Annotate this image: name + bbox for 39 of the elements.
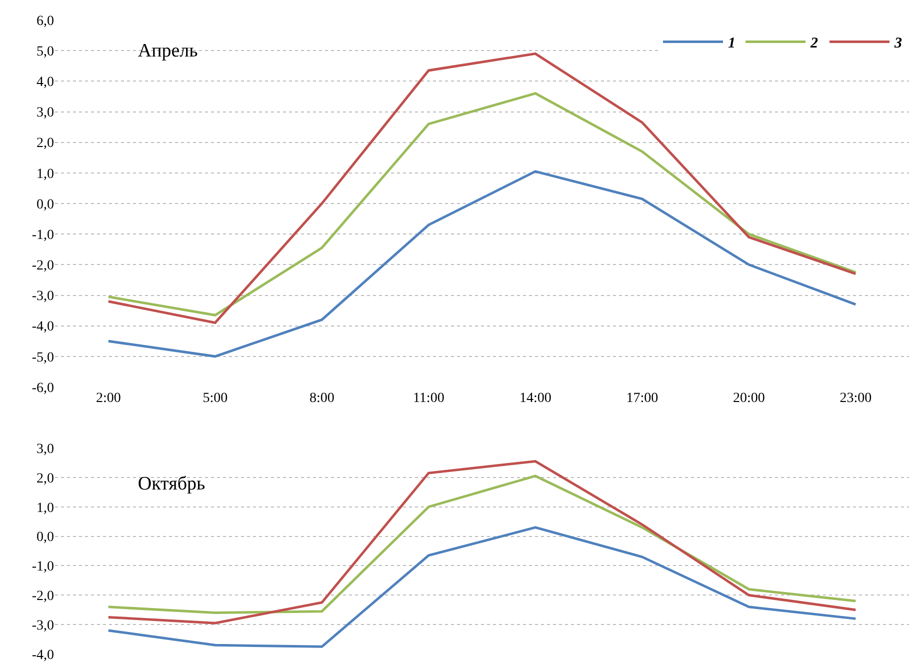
y-tick-label: 3,0 bbox=[36, 442, 54, 457]
y-tick-label: 1,0 bbox=[36, 500, 54, 516]
y-tick-label: -1,0 bbox=[32, 560, 54, 575]
y-tick-label: 2,0 bbox=[36, 471, 54, 486]
legend-label: 1 bbox=[728, 36, 736, 52]
x-tick-label: 17:00 bbox=[626, 391, 658, 406]
y-tick-label: 4,0 bbox=[36, 75, 54, 90]
text: Октябрь bbox=[138, 474, 206, 495]
y-tick-label: -4,0 bbox=[32, 648, 54, 663]
y-tick-label: -1,0 bbox=[32, 228, 54, 243]
y-tick-label: -3,0 bbox=[32, 618, 54, 634]
x-tick-label: 5:00 bbox=[202, 391, 228, 406]
text: Апрель bbox=[138, 40, 198, 62]
line-series bbox=[107, 460, 857, 624]
x-tick-label: 2:00 bbox=[96, 391, 121, 406]
y-tick-label: 0,0 bbox=[36, 197, 54, 212]
x-tick-label: 8:00 bbox=[309, 391, 334, 406]
y-tick-label: 5,0 bbox=[36, 44, 54, 60]
y-tick-label: 2,0 bbox=[36, 136, 54, 152]
y-tick-label: -4,0 bbox=[32, 320, 54, 335]
y-tick-label: -5,0 bbox=[32, 350, 54, 366]
y-tick-label: 0,0 bbox=[36, 530, 54, 546]
y-tick-label: 6,0 bbox=[36, 14, 54, 29]
y-tick-label: -2,0 bbox=[32, 258, 54, 274]
line-series bbox=[107, 92, 857, 316]
x-tick-label: 14:00 bbox=[519, 391, 552, 406]
y-tick-label: 1,0 bbox=[36, 166, 54, 182]
x-tick-label: 11:00 bbox=[412, 391, 444, 406]
y-tick-label: -6,0 bbox=[32, 380, 54, 396]
x-tick-label: 20:00 bbox=[732, 391, 765, 406]
line-series bbox=[107, 474, 857, 614]
y-tick-label: 3,0 bbox=[36, 106, 54, 121]
legend-label: 3 bbox=[894, 36, 902, 52]
line-series bbox=[107, 170, 857, 358]
line-series bbox=[107, 526, 857, 648]
x-tick-label: 23:00 bbox=[840, 391, 872, 406]
y-tick-label: -3,0 bbox=[32, 289, 54, 304]
y-tick-label: -2,0 bbox=[32, 589, 54, 604]
legend-label: 2 bbox=[810, 36, 818, 52]
